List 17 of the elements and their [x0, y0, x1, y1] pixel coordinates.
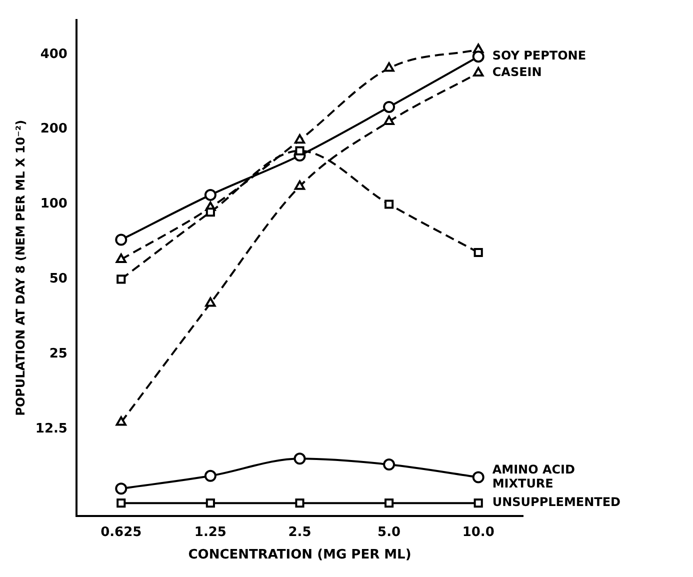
y-axis-title: POPULATION AT DAY 8 (NEM PER ML X 10⁻²): [13, 120, 28, 416]
x-tick-label: 0.625: [100, 524, 142, 540]
y-tick-label: 100: [40, 196, 68, 212]
x-tick-label: 2.5: [288, 524, 312, 540]
y-tick-label: 12.5: [35, 421, 68, 436]
y-tick-label: 25: [49, 346, 68, 362]
y-tick-label: 400: [40, 46, 68, 62]
series-label: AMINO ACID MIXTURE: [492, 462, 576, 490]
series-label: SOY PEPTONE: [492, 48, 586, 63]
series-label: UNSUPPLEMENTED: [492, 495, 621, 510]
y-tick-label: 50: [49, 272, 68, 287]
x-tick-label: 10.0: [462, 524, 494, 540]
x-tick-label: 1.25: [194, 524, 226, 540]
series-label: CASEIN: [492, 65, 542, 80]
x-axis-title: CONCENTRATION (MG PER ML): [188, 548, 412, 563]
x-tick-label: 5.0: [378, 524, 401, 540]
y-tick-label: 200: [40, 122, 68, 137]
